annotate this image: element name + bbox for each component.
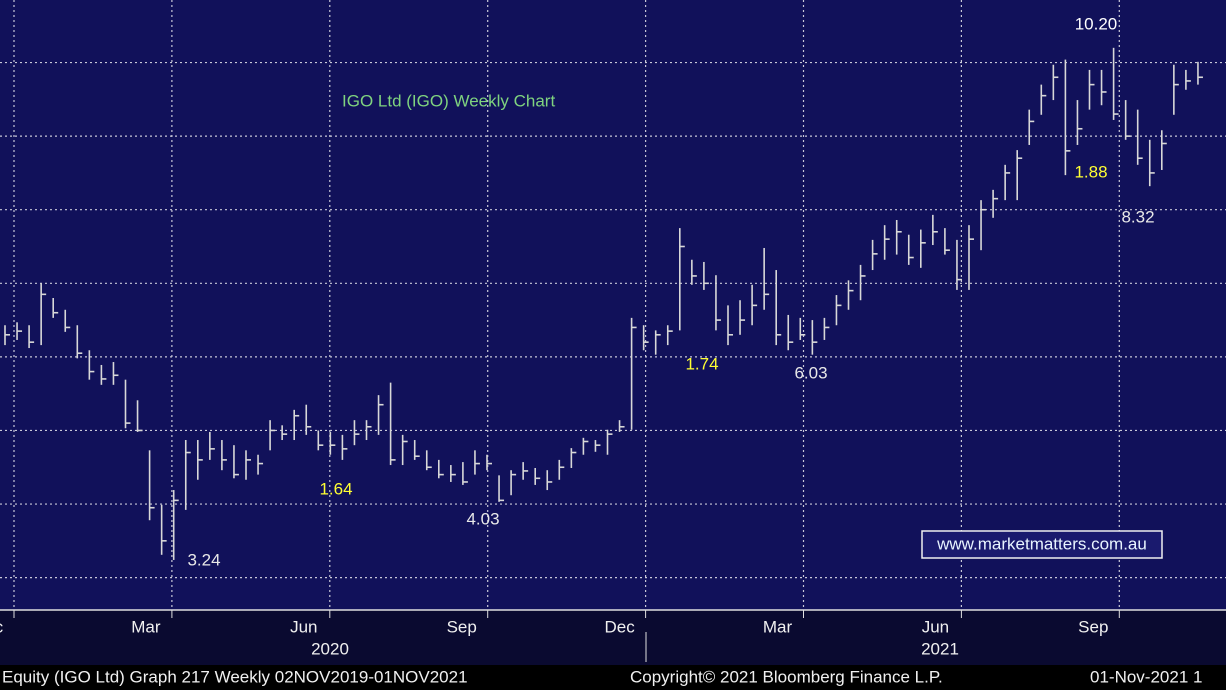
- x-tick-label: Mar: [763, 617, 793, 636]
- x-tick-label: Sep: [1078, 617, 1108, 636]
- annotation: 6.03: [794, 363, 827, 382]
- watermark-box: [921, 530, 1163, 559]
- grid: Dec Mar Jun Sep Dec Mar Jun Sep 2020 2021: [0, 0, 1226, 662]
- annotation: 10.20: [1075, 14, 1118, 33]
- year-label: 2020: [311, 639, 349, 658]
- footer-background: [0, 665, 1226, 690]
- year-label: 2021: [921, 639, 959, 658]
- watermark: www.marketmatters.com.au: [936, 534, 1147, 553]
- footer-center: Copyright© 2021 Bloomberg Finance L.P.: [630, 667, 943, 686]
- footer-right: 01-Nov-2021 1: [1090, 667, 1202, 686]
- x-tick-label: Dec: [0, 617, 4, 636]
- bars: [4, 47, 1203, 560]
- chart-title: IGO Ltd (IGO) Weekly Chart: [342, 91, 555, 110]
- x-tick-label: Sep: [447, 617, 477, 636]
- plot-background: [0, 0, 1226, 610]
- x-tick-label: Jun: [290, 617, 317, 636]
- annotation: 8.32: [1121, 207, 1154, 226]
- x-tick-label: Mar: [131, 617, 161, 636]
- footer-left: Equity (IGO Ltd) Graph 217 Weekly 02NOV2…: [2, 667, 468, 686]
- annotation: 1.88: [1074, 162, 1107, 181]
- annotation: 1.64: [319, 479, 352, 498]
- x-tick-label: Jun: [922, 617, 949, 636]
- annotation: 1.74: [685, 354, 718, 373]
- axis-background: [0, 610, 1226, 665]
- annotation: 4.03: [466, 509, 499, 528]
- x-tick-label: Dec: [604, 617, 635, 636]
- annotation: 3.24: [187, 550, 220, 569]
